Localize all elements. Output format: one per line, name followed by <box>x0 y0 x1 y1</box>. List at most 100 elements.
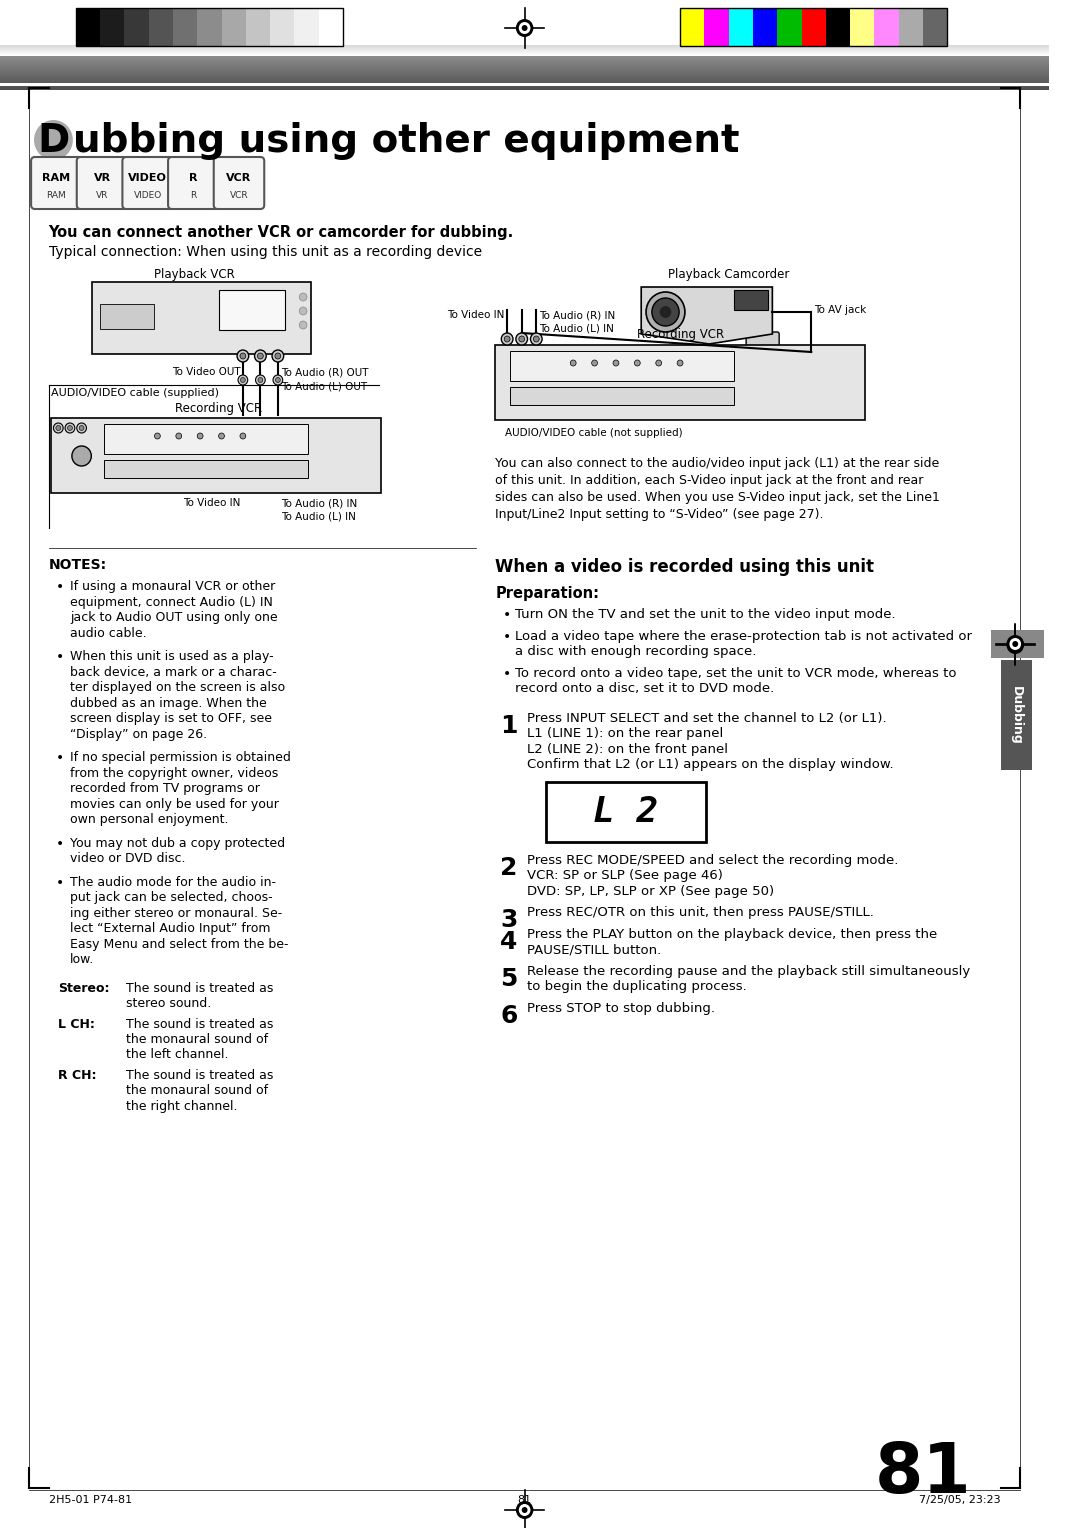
Circle shape <box>570 361 576 367</box>
Circle shape <box>1010 639 1021 651</box>
Text: AUDIO/VIDEO cable (supplied): AUDIO/VIDEO cable (supplied) <box>51 388 218 397</box>
Bar <box>0 0 1050 90</box>
Text: sides can also be used. When you use S-Video input jack, set the Line1: sides can also be used. When you use S-V… <box>496 490 941 504</box>
Bar <box>104 460 308 478</box>
Text: the monaural sound of: the monaural sound of <box>126 1033 269 1047</box>
Text: ter displayed on the screen is also: ter displayed on the screen is also <box>70 681 285 694</box>
Text: record onto a disc, set it to DVD mode.: record onto a disc, set it to DVD mode. <box>515 681 774 695</box>
Circle shape <box>518 336 525 342</box>
Circle shape <box>53 423 63 432</box>
Bar <box>104 423 308 454</box>
Text: 3: 3 <box>500 908 517 932</box>
Circle shape <box>154 432 160 439</box>
Text: 7/25/05, 23:23: 7/25/05, 23:23 <box>919 1494 1001 1505</box>
Circle shape <box>238 374 247 385</box>
Text: Press the PLAY button on the playback device, then press the: Press the PLAY button on the playback de… <box>527 927 936 941</box>
Text: L2 (LINE 2): on the front panel: L2 (LINE 2): on the front panel <box>527 743 728 755</box>
Bar <box>221 8 246 46</box>
Text: VCR: VCR <box>230 191 248 200</box>
Text: 6: 6 <box>500 1004 517 1027</box>
Text: •: • <box>503 630 512 643</box>
Text: equipment, connect Audio (L) IN: equipment, connect Audio (L) IN <box>70 596 273 608</box>
Text: •: • <box>56 649 65 665</box>
Circle shape <box>255 350 266 362</box>
Circle shape <box>275 353 281 359</box>
Bar <box>753 8 778 46</box>
Circle shape <box>516 333 527 345</box>
Text: •: • <box>56 836 65 851</box>
Circle shape <box>65 423 75 432</box>
Bar <box>850 8 875 46</box>
Bar <box>246 8 270 46</box>
Text: D: D <box>38 122 69 160</box>
Circle shape <box>218 432 225 439</box>
FancyBboxPatch shape <box>746 332 779 371</box>
Bar <box>0 83 1050 86</box>
Text: 4: 4 <box>500 929 517 953</box>
FancyBboxPatch shape <box>168 157 218 209</box>
Bar <box>680 8 704 46</box>
Text: L 2: L 2 <box>593 795 659 828</box>
Bar <box>899 8 923 46</box>
Text: ubbing using other equipment: ubbing using other equipment <box>72 122 740 160</box>
Text: recorded from TV programs or: recorded from TV programs or <box>70 782 260 795</box>
Text: 1: 1 <box>500 714 517 738</box>
Text: •: • <box>56 876 65 889</box>
Text: •: • <box>56 750 65 766</box>
Text: RAM: RAM <box>46 191 66 200</box>
Bar <box>680 8 947 46</box>
FancyBboxPatch shape <box>92 283 311 354</box>
Text: stereo sound.: stereo sound. <box>126 996 212 1010</box>
Text: R: R <box>189 173 198 183</box>
Circle shape <box>634 361 640 367</box>
Bar <box>991 630 1044 659</box>
Text: video or DVD disc.: video or DVD disc. <box>70 853 186 865</box>
Bar <box>173 8 198 46</box>
Circle shape <box>518 21 530 34</box>
Bar <box>778 8 801 46</box>
Circle shape <box>237 350 248 362</box>
Text: To Audio (L) IN: To Audio (L) IN <box>539 322 615 333</box>
Text: •: • <box>503 608 512 622</box>
Text: Recording VCR: Recording VCR <box>636 329 724 341</box>
Circle shape <box>1007 636 1024 654</box>
Bar <box>923 8 947 46</box>
Text: Press INPUT SELECT and set the channel to L2 (or L1).: Press INPUT SELECT and set the channel t… <box>527 712 887 724</box>
Text: Press REC/OTR on this unit, then press PAUSE/STILL.: Press REC/OTR on this unit, then press P… <box>527 906 874 918</box>
Text: DVD: SP, LP, SLP or XP (See page 50): DVD: SP, LP, SLP or XP (See page 50) <box>527 885 773 897</box>
Text: low.: low. <box>70 953 94 966</box>
Text: The sound is treated as: The sound is treated as <box>126 1070 273 1082</box>
FancyBboxPatch shape <box>51 419 381 494</box>
Text: When a video is recorded using this unit: When a video is recorded using this unit <box>496 558 875 576</box>
Bar <box>218 290 285 330</box>
Circle shape <box>613 361 619 367</box>
Circle shape <box>522 1507 527 1513</box>
Circle shape <box>516 18 534 37</box>
Text: own personal enjoyment.: own personal enjoyment. <box>70 813 229 827</box>
Circle shape <box>72 446 92 466</box>
Circle shape <box>1007 636 1024 652</box>
Circle shape <box>299 293 307 301</box>
Circle shape <box>56 425 60 431</box>
Text: ing either stereo or monaural. Se-: ing either stereo or monaural. Se- <box>70 906 282 920</box>
Text: To AV jack: To AV jack <box>814 306 866 315</box>
Text: VR: VR <box>94 173 110 183</box>
Text: 81: 81 <box>517 1494 531 1505</box>
Text: Press REC MODE/SPEED and select the recording mode.: Press REC MODE/SPEED and select the reco… <box>527 854 897 866</box>
Text: 2H5-01 P74-81: 2H5-01 P74-81 <box>49 1494 132 1505</box>
Bar <box>510 351 733 380</box>
Text: Input/Line2 Input setting to “S-Video” (see page 27).: Input/Line2 Input setting to “S-Video” (… <box>496 507 824 521</box>
Text: To Audio (L) IN: To Audio (L) IN <box>281 510 355 521</box>
Circle shape <box>241 377 245 382</box>
Circle shape <box>660 306 672 318</box>
Text: •: • <box>56 581 65 594</box>
Bar <box>546 781 706 842</box>
Text: The audio mode for the audio in-: The audio mode for the audio in- <box>70 876 276 888</box>
Circle shape <box>176 432 181 439</box>
Text: put jack can be selected, choos-: put jack can be selected, choos- <box>70 891 272 905</box>
Bar <box>733 290 768 310</box>
Circle shape <box>258 377 262 382</box>
Circle shape <box>1012 642 1018 646</box>
Text: VCR: SP or SLP (See page 46): VCR: SP or SLP (See page 46) <box>527 869 723 882</box>
Text: •: • <box>503 666 512 680</box>
